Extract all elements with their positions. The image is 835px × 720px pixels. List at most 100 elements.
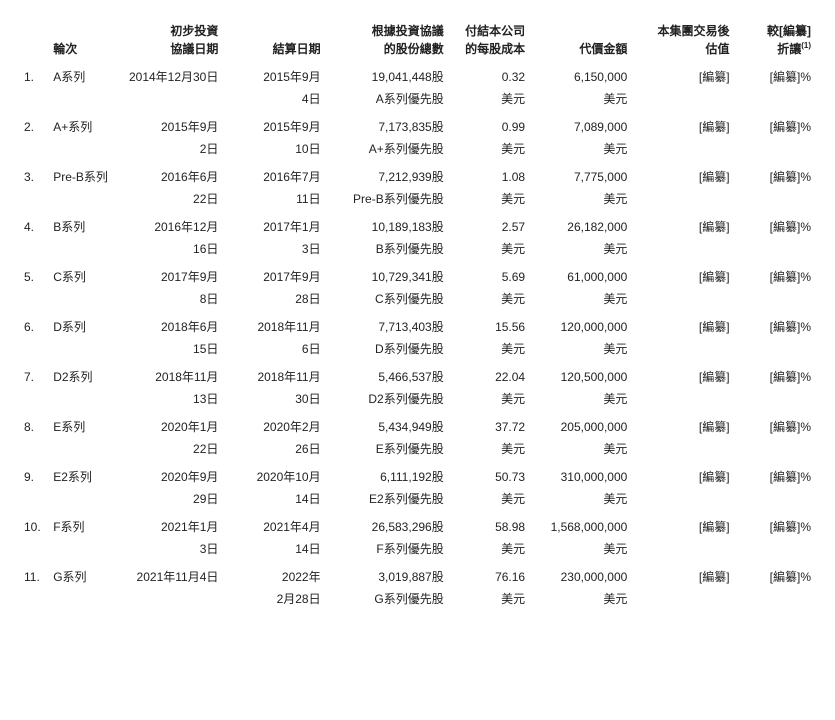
- row-num: 6.: [20, 310, 49, 338]
- row-closing-date-2: 3日: [222, 238, 324, 260]
- header-valuation: 本集團交易後估值: [631, 20, 733, 60]
- row-num: 7.: [20, 360, 49, 388]
- table-body: 1.A系列2014年12月30日2015年9月19,041,448股0.326,…: [20, 60, 815, 610]
- row-amount: 6,150,000: [529, 60, 631, 88]
- row-cost-2: 美元: [448, 438, 529, 460]
- row-valuation: [編纂]: [631, 360, 733, 388]
- row-cost: 76.16: [448, 560, 529, 588]
- table-row: 2月28日G系列優先股美元美元: [20, 588, 815, 610]
- row-initial-date-2: 2日: [120, 138, 222, 160]
- row-initial-date-2: 16日: [120, 238, 222, 260]
- row-shares-2: F系列優先股: [325, 538, 448, 560]
- row-round: D2系列: [49, 360, 120, 388]
- row-closing-date: 2021年4月: [222, 510, 324, 538]
- row-initial-date-2: 29日: [120, 488, 222, 510]
- row-valuation: [編纂]: [631, 310, 733, 338]
- row-num: 11.: [20, 560, 49, 588]
- row-closing-date: 2020年2月: [222, 410, 324, 438]
- row-amount-2: 美元: [529, 538, 631, 560]
- row-round: A系列: [49, 60, 120, 88]
- header-cost-per-share: 付結本公司的每股成本: [448, 20, 529, 60]
- row-closing-date-2: 30日: [222, 388, 324, 410]
- row-discount: [編纂]%: [734, 510, 815, 538]
- row-valuation: [編纂]: [631, 460, 733, 488]
- table-row: 11.G系列2021年11月4日2022年3,019,887股76.16230,…: [20, 560, 815, 588]
- row-initial-date-2: 22日: [120, 438, 222, 460]
- row-initial-date-2: [120, 88, 222, 110]
- table-row: 5.C系列2017年9月2017年9月10,729,341股5.6961,000…: [20, 260, 815, 288]
- row-cost: 2.57: [448, 210, 529, 238]
- row-initial-date: 2020年9月: [120, 460, 222, 488]
- row-initial-date: 2016年6月: [120, 160, 222, 188]
- row-round: G系列: [49, 560, 120, 588]
- table-row: 1.A系列2014年12月30日2015年9月19,041,448股0.326,…: [20, 60, 815, 88]
- row-closing-date: 2018年11月: [222, 360, 324, 388]
- header-total-shares: 根據投資協議的股份總數: [325, 20, 448, 60]
- row-shares: 5,434,949股: [325, 410, 448, 438]
- row-initial-date: 2018年6月: [120, 310, 222, 338]
- row-initial-date-2: 3日: [120, 538, 222, 560]
- row-num: 10.: [20, 510, 49, 538]
- row-shares: 7,713,403股: [325, 310, 448, 338]
- row-cost: 1.08: [448, 160, 529, 188]
- row-amount: 205,000,000: [529, 410, 631, 438]
- row-initial-date: 2018年11月: [120, 360, 222, 388]
- row-shares-2: D2系列優先股: [325, 388, 448, 410]
- row-discount: [編纂]%: [734, 260, 815, 288]
- row-num: 1.: [20, 60, 49, 88]
- table-row: 22日11日Pre-B系列優先股美元美元: [20, 188, 815, 210]
- table-row: 6.D系列2018年6月2018年11月7,713,403股15.56120,0…: [20, 310, 815, 338]
- table-row: 13日30日D2系列優先股美元美元: [20, 388, 815, 410]
- row-shares: 10,189,183股: [325, 210, 448, 238]
- table-row: 3日14日F系列優先股美元美元: [20, 538, 815, 560]
- row-amount: 26,182,000: [529, 210, 631, 238]
- row-amount-2: 美元: [529, 238, 631, 260]
- header-blank: [20, 20, 49, 60]
- row-shares-2: A系列優先股: [325, 88, 448, 110]
- row-amount-2: 美元: [529, 338, 631, 360]
- row-round: E2系列: [49, 460, 120, 488]
- row-cost-2: 美元: [448, 238, 529, 260]
- row-closing-date: 2016年7月: [222, 160, 324, 188]
- row-shares-2: G系列優先股: [325, 588, 448, 610]
- row-amount-2: 美元: [529, 388, 631, 410]
- row-shares: 3,019,887股: [325, 560, 448, 588]
- row-initial-date: 2020年1月: [120, 410, 222, 438]
- row-cost: 58.98: [448, 510, 529, 538]
- row-shares: 7,212,939股: [325, 160, 448, 188]
- row-valuation: [編纂]: [631, 260, 733, 288]
- row-cost-2: 美元: [448, 88, 529, 110]
- row-amount-2: 美元: [529, 488, 631, 510]
- row-valuation: [編纂]: [631, 510, 733, 538]
- row-amount: 7,089,000: [529, 110, 631, 138]
- row-initial-date: 2021年11月4日: [120, 560, 222, 588]
- table-row: 7.D2系列2018年11月2018年11月5,466,537股22.04120…: [20, 360, 815, 388]
- row-discount: [編纂]%: [734, 210, 815, 238]
- row-valuation: [編纂]: [631, 560, 733, 588]
- financing-rounds-table: 輪次 初步投資協議日期 結算日期 根據投資協議的股份總數 付結本公司的每股成本 …: [20, 20, 815, 610]
- row-round: E系列: [49, 410, 120, 438]
- row-cost: 0.99: [448, 110, 529, 138]
- table-row: 4.B系列2016年12月2017年1月10,189,183股2.5726,18…: [20, 210, 815, 238]
- header-discount: 較[編纂]折讓(1): [734, 20, 815, 60]
- row-initial-date: 2016年12月: [120, 210, 222, 238]
- header-closing-date: 結算日期: [222, 20, 324, 60]
- table-row: 2日10日A+系列優先股美元美元: [20, 138, 815, 160]
- row-amount: 61,000,000: [529, 260, 631, 288]
- row-discount: [編纂]%: [734, 460, 815, 488]
- row-initial-date: 2015年9月: [120, 110, 222, 138]
- row-valuation: [編纂]: [631, 110, 733, 138]
- table-row: 9.E2系列2020年9月2020年10月6,111,192股50.73310,…: [20, 460, 815, 488]
- row-amount: 120,500,000: [529, 360, 631, 388]
- row-round: D系列: [49, 310, 120, 338]
- table-row: 2.A+系列2015年9月2015年9月7,173,835股0.997,089,…: [20, 110, 815, 138]
- row-cost-2: 美元: [448, 588, 529, 610]
- header-consideration: 代價金額: [529, 20, 631, 60]
- row-num: 3.: [20, 160, 49, 188]
- header-round: 輪次: [49, 20, 120, 60]
- row-amount-2: 美元: [529, 588, 631, 610]
- row-discount: [編纂]%: [734, 160, 815, 188]
- row-num: 2.: [20, 110, 49, 138]
- row-cost-2: 美元: [448, 538, 529, 560]
- row-cost-2: 美元: [448, 338, 529, 360]
